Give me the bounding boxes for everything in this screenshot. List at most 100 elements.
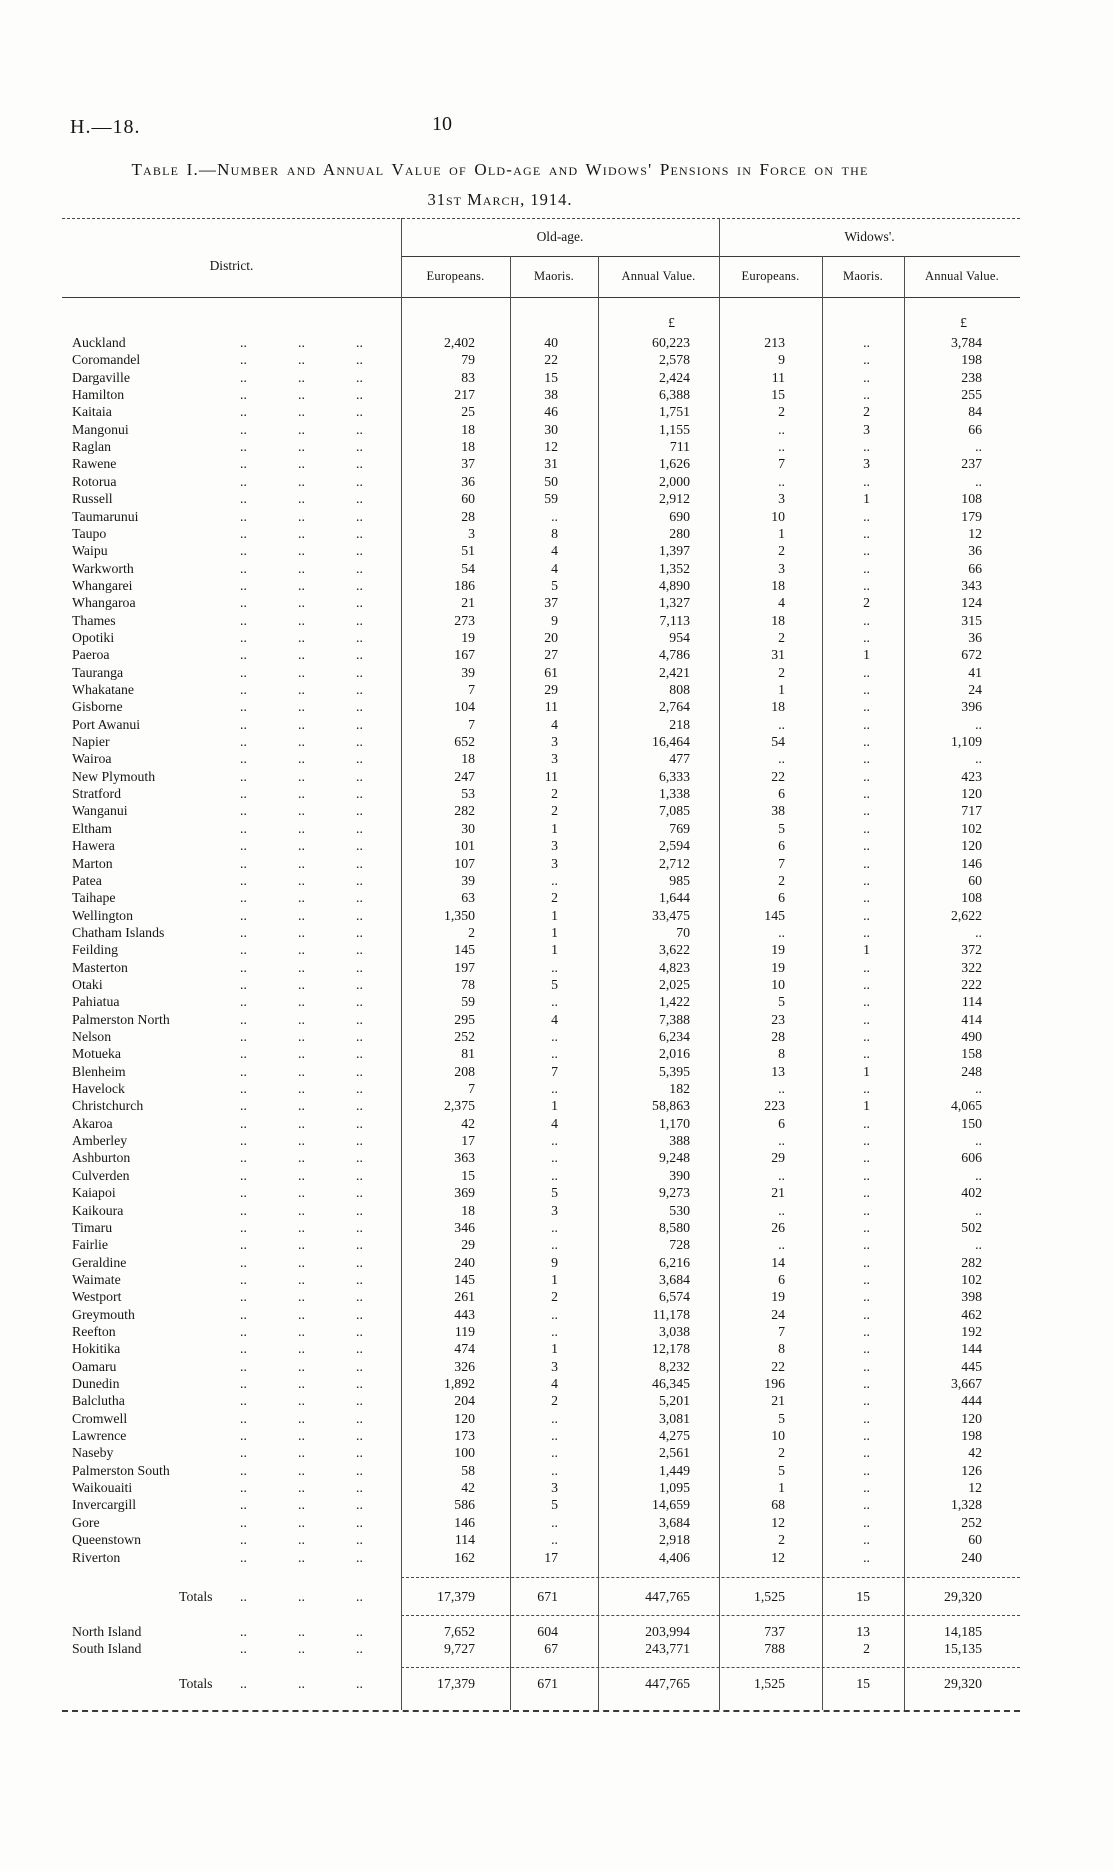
district-name: Whangarei (72, 577, 133, 593)
table-row: Balclutha...... 204 2 5,201 21.. 444 (62, 1392, 1020, 1410)
dot-leader: .. (298, 1376, 305, 1391)
district-name: Rawene (72, 456, 117, 472)
widows-europeans: 29 (771, 1150, 785, 1166)
old-age-europeans: 261 (454, 1289, 475, 1305)
old-age-annual-value: 2,025 (658, 976, 690, 992)
widows-annual-value: 60 (968, 872, 982, 888)
old-age-annual-value: 728 (669, 1237, 690, 1253)
old-age-maoris: 5 (551, 577, 558, 593)
dot-leader: .. (356, 595, 363, 611)
table-row: Pahiatua...... 59.. 1,422 5.. 114 (62, 993, 1020, 1011)
table-row: Nelson...... 252.. 6,234 28.. 490 (62, 1028, 1020, 1046)
table-top-rule (62, 218, 1020, 219)
table-row: Thames...... 273 9 7,113 18.. 315 (62, 612, 1020, 630)
dot-leader: .. (298, 1254, 305, 1270)
dot-leader: .. (240, 1410, 247, 1426)
widows-maoris: .. (863, 1115, 870, 1131)
dot-leader: .. (356, 1098, 363, 1114)
district-name: Chatham Islands (72, 924, 165, 940)
widows-maoris: .. (863, 664, 870, 680)
widows-europeans: .. (778, 1202, 785, 1218)
old-age-annual-value: 5,201 (658, 1393, 690, 1409)
old-age-annual-value: 2,578 (658, 352, 690, 368)
dot-leader: .. (356, 1167, 363, 1183)
dot-leader: .. (298, 994, 305, 1010)
dot-leader: .. (356, 629, 363, 645)
old-age-annual-value: 2,421 (658, 664, 690, 680)
widows-maoris: .. (863, 699, 870, 715)
dot-leader: .. (240, 595, 247, 611)
pound-sign-widows: £ (960, 315, 967, 330)
old-age-europeans: 28 (461, 508, 475, 524)
table-row: Naseby...... 100.. 2,561 2.. 42 (62, 1444, 1020, 1462)
widows-maoris: .. (863, 838, 870, 854)
widows-maoris: 3 (863, 456, 870, 472)
old-age-annual-value: 1,449 (658, 1462, 690, 1478)
old-age-europeans: 208 (454, 1063, 475, 1079)
dot-leader: .. (356, 647, 363, 663)
old-age-europeans: 18 (461, 1202, 475, 1218)
table-row: Hawera...... 101 3 2,594 6.. 120 (62, 837, 1020, 855)
table-title-line-2: 31st March, 1914. (427, 190, 573, 209)
widows-europeans: .. (778, 1167, 785, 1183)
column-rule (510, 256, 511, 1710)
widows-maoris: .. (863, 525, 870, 541)
dot-leader: .. (298, 421, 305, 437)
widows-maoris: .. (863, 1046, 870, 1062)
old-age-maoris: 671 (537, 1589, 558, 1604)
dot-leader: .. (356, 335, 363, 350)
dot-leader: .. (240, 1098, 247, 1114)
table-row: Geraldine...... 240 9 6,216 14.. 282 (62, 1254, 1020, 1272)
old-age-europeans: 21 (461, 595, 475, 611)
dot-leader: .. (356, 786, 363, 802)
widows-europeans: 21 (771, 1393, 785, 1409)
dot-leader: .. (298, 456, 305, 472)
old-age-europeans: 18 (461, 439, 475, 455)
old-age-europeans: 173 (454, 1428, 475, 1444)
old-age-maoris: 5 (551, 1185, 558, 1201)
old-age-maoris: .. (551, 1133, 558, 1149)
old-age-annual-value: 2,594 (658, 838, 690, 854)
dot-leader: .. (240, 1514, 247, 1530)
old-age-maoris: 31 (544, 456, 558, 472)
old-age-maoris: 12 (544, 439, 558, 455)
widows-annual-value: 322 (961, 959, 982, 975)
dot-leader: .. (298, 664, 305, 680)
old-age-maoris: 4 (551, 1376, 558, 1391)
widows-maoris: 1 (863, 647, 870, 663)
dot-leader: .. (298, 1237, 305, 1253)
widows-maoris: .. (863, 716, 870, 732)
widows-maoris: .. (863, 473, 870, 489)
old-age-annual-value: 218 (669, 716, 690, 732)
district-name: Hawera (72, 838, 115, 854)
dot-leader: .. (298, 1549, 305, 1565)
dot-leader: .. (240, 664, 247, 680)
widows-maoris: 1 (863, 1098, 870, 1114)
table-row: Cromwell...... 120.. 3,081 5.. 120 (62, 1410, 1020, 1428)
dot-leader: .. (298, 1011, 305, 1027)
old-age-maoris: 20 (544, 629, 558, 645)
district-name: Wellington (72, 907, 133, 923)
old-age-europeans: 1,892 (443, 1376, 475, 1391)
widows-annual-value: .. (975, 1237, 982, 1253)
widows-maoris: .. (863, 1271, 870, 1287)
old-age-annual-value: 1,170 (658, 1115, 690, 1131)
district-name: Balclutha (72, 1393, 125, 1409)
old-age-europeans: 15 (461, 1167, 475, 1183)
dot-leader: .. (356, 387, 363, 403)
dot-leader: .. (298, 1445, 305, 1461)
old-age-annual-value: 2,016 (658, 1046, 690, 1062)
district-name: Auckland (72, 335, 126, 350)
widows-maoris: .. (863, 1150, 870, 1166)
dot-leader: .. (240, 1167, 247, 1183)
widows-annual-value: 36 (968, 629, 982, 645)
table-row: Motueka...... 81.. 2,016 8.. 158 (62, 1045, 1020, 1063)
dot-leader: .. (298, 1063, 305, 1079)
old-age-annual-value: 447,765 (645, 1676, 690, 1691)
old-age-europeans: 197 (454, 959, 475, 975)
widows-annual-value: 252 (961, 1514, 982, 1530)
old-age-annual-value: 5,395 (658, 1063, 690, 1079)
widows-annual-value: 3,667 (950, 1376, 982, 1391)
table-row: Paeroa...... 167 27 4,786 31 1 672 (62, 646, 1020, 664)
old-age-annual-value: 14,659 (652, 1497, 690, 1513)
